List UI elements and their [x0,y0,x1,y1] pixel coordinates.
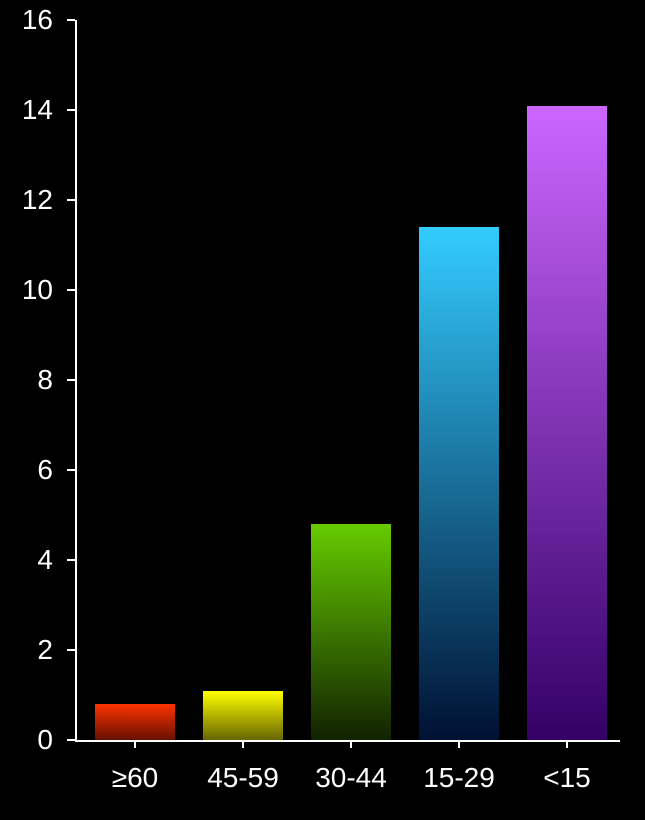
bar [419,227,499,740]
y-tick-mark [67,19,75,21]
y-tick-mark [67,199,75,201]
x-tick-label: 15-29 [423,762,495,794]
y-tick-mark [67,649,75,651]
x-tick-mark [242,740,244,748]
x-tick-mark [134,740,136,748]
x-tick-label: 45-59 [207,762,279,794]
x-tick-mark [458,740,460,748]
y-tick-mark [67,739,75,741]
bar-chart: 0 2 4 6 8 10 12 14 16 ≥60 45-59 30-44 15-29 <15 [0,0,645,820]
y-tick-label: 16 [0,4,53,36]
y-tick-mark [67,469,75,471]
y-tick-mark [67,559,75,561]
x-tick-label: ≥60 [112,762,159,794]
y-tick-label: 6 [0,454,53,486]
y-tick-label: 2 [0,634,53,666]
y-tick-label: 10 [0,274,53,306]
y-tick-label: 14 [0,94,53,126]
x-axis-line [75,740,620,742]
x-tick-label: <15 [543,762,591,794]
x-tick-label: 30-44 [315,762,387,794]
bar [203,691,283,741]
bar [527,106,607,741]
y-tick-label: 12 [0,184,53,216]
y-tick-label: 0 [0,724,53,756]
bar [311,524,391,740]
y-tick-mark [67,289,75,291]
y-tick-mark [67,109,75,111]
y-tick-label: 4 [0,544,53,576]
y-tick-mark [67,379,75,381]
y-axis-line [75,20,77,740]
bar [95,704,175,740]
y-tick-label: 8 [0,364,53,396]
x-tick-mark [350,740,352,748]
x-tick-mark [566,740,568,748]
plot-area [75,20,620,740]
